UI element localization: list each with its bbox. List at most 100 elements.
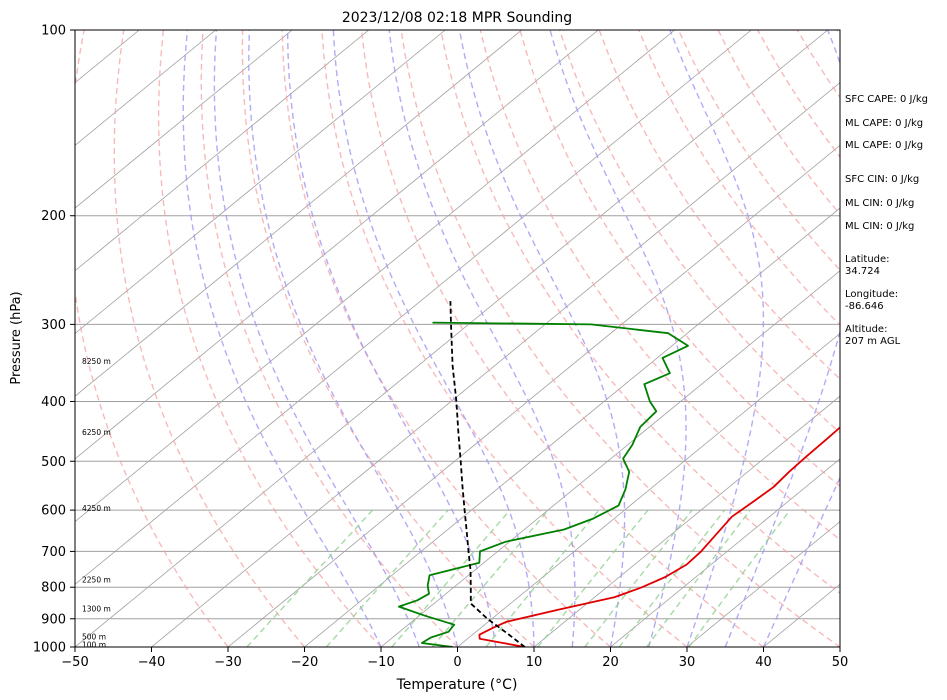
dry-adiabat-line	[241, 30, 535, 647]
mixing-ratio-line	[431, 509, 549, 647]
height-label: 100 m	[82, 641, 106, 650]
isotherm-line	[75, 30, 369, 272]
dry-adiabat-line	[113, 30, 306, 647]
x-tick-label: 20	[602, 655, 619, 670]
dry-adiabat-line	[200, 30, 458, 647]
isotherm-line	[151, 82, 840, 647]
x-axis: −50 −40 −30 −20 −10 0 10 20 30 40 50	[61, 647, 848, 670]
longitude-value: -86.646	[845, 301, 884, 312]
dry-adiabat-line	[321, 30, 688, 647]
mixing-ratio-line	[391, 509, 511, 647]
y-tick-label: 1000	[33, 641, 66, 656]
isotherm-line	[75, 30, 216, 146]
isotherm-line	[686, 521, 840, 647]
ml-cin-text-1: ML CIN: 0 J/kg	[845, 198, 914, 209]
x-tick-label: 50	[832, 655, 849, 670]
moist-adiabat-line	[332, 30, 535, 647]
mixing-ratio-line	[537, 509, 649, 647]
y-tick-label: 100	[41, 24, 66, 39]
dry-adiabat-line	[519, 30, 840, 488]
chart-title: 2023/12/08 02:18 MPR Sounding	[342, 10, 572, 26]
moist-adiabat-line	[213, 30, 420, 647]
x-tick-label: −50	[61, 655, 88, 670]
dewpoint-profile-line	[398, 321, 689, 647]
data-line-layer	[398, 301, 840, 647]
temperature-profile-line	[478, 426, 840, 647]
dry-adiabat-line	[75, 30, 229, 647]
x-tick-label: 30	[679, 655, 696, 670]
moist-adiabat-line	[762, 476, 840, 647]
moist-adiabat-line	[286, 30, 497, 647]
x-tick-label: −10	[367, 655, 394, 670]
isotherm-line	[75, 30, 599, 460]
isotherm-line	[457, 332, 840, 647]
sfc-cape-text: SFC CAPE: 0 J/kg	[845, 94, 928, 105]
moist-adiabat-line	[724, 30, 840, 647]
x-tick-label: −30	[214, 655, 241, 670]
mixing-ratio-line	[618, 509, 726, 647]
isotherm-line	[75, 30, 828, 647]
ml-cape-text-1: ML CAPE: 0 J/kg	[845, 118, 923, 129]
longitude-label: Longitude:	[845, 289, 898, 300]
dry-adiabat-line	[281, 30, 611, 647]
y-tick-label: 200	[41, 209, 66, 224]
y-tick-label: 600	[41, 504, 66, 519]
y-tick-label: 900	[41, 612, 66, 627]
parcel-profile-line	[449, 301, 526, 647]
dry-adiabat-line	[479, 30, 840, 541]
height-label: 1300 m	[82, 605, 111, 614]
dry-adiabat-line	[558, 30, 840, 434]
sfc-cin-text: SFC CIN: 0 J/kg	[845, 174, 919, 185]
y-tick-label: 700	[41, 545, 66, 560]
isotherm-line	[75, 30, 522, 397]
mixing-ratio-line	[246, 509, 374, 647]
height-label: 8250 m	[82, 357, 111, 366]
isotherm-line	[75, 30, 293, 209]
moist-adiabat-line	[248, 30, 459, 647]
ml-cape-text-2: ML CAPE: 0 J/kg	[845, 140, 923, 151]
altitude-label: Altitude:	[845, 324, 887, 335]
height-label: 500 m	[82, 632, 106, 641]
y-tick-label: 800	[41, 581, 66, 596]
x-tick-label: −20	[291, 655, 318, 670]
moist-adiabat-line	[549, 30, 687, 647]
isotherm-line	[75, 30, 446, 334]
isotherm-line	[533, 395, 840, 647]
height-label: 4250 m	[82, 504, 111, 513]
indices-panel: SFC CAPE: 0 J/kg ML CAPE: 0 J/kg ML CAPE…	[845, 94, 928, 347]
y-tick-label: 500	[41, 455, 66, 470]
isotherm-line	[304, 207, 840, 647]
moist-adiabat-line	[669, 30, 765, 647]
mixing-ratio-line	[485, 509, 600, 647]
height-label: 2250 m	[82, 575, 111, 584]
dry-adiabat-line	[400, 30, 840, 647]
mixing-ratio-line	[584, 509, 693, 647]
height-label: 6250 m	[82, 428, 111, 437]
isotherm-line	[227, 144, 840, 647]
altitude-value: 207 m AGL	[845, 336, 901, 347]
dry-adiabat-line	[157, 30, 382, 647]
moist-adiabat-line	[458, 30, 626, 647]
dry-adiabat-line	[440, 30, 840, 594]
x-tick-label: 10	[526, 655, 543, 670]
mixing-ratio-line	[646, 509, 751, 647]
x-axis-label: Temperature (°C)	[396, 677, 518, 693]
background-line-layer	[75, 30, 840, 647]
latitude-value: 34.724	[845, 266, 880, 277]
moist-adiabat-line	[182, 30, 382, 647]
isotherm-line	[380, 270, 840, 647]
latitude-label: Latitude:	[845, 254, 890, 265]
isotherm-line	[75, 30, 675, 523]
dry-adiabat-line	[598, 30, 840, 380]
y-tick-label: 400	[41, 395, 66, 410]
dry-adiabat-line	[360, 30, 764, 647]
y-tick-label: 300	[41, 318, 66, 333]
y-axis-label: Pressure (hPa)	[9, 291, 24, 384]
isotherm-line	[75, 30, 752, 585]
mixing-ratio-line	[688, 509, 791, 647]
x-tick-label: −40	[138, 655, 165, 670]
plot-frame	[74, 29, 841, 648]
x-tick-label: 0	[453, 655, 461, 670]
